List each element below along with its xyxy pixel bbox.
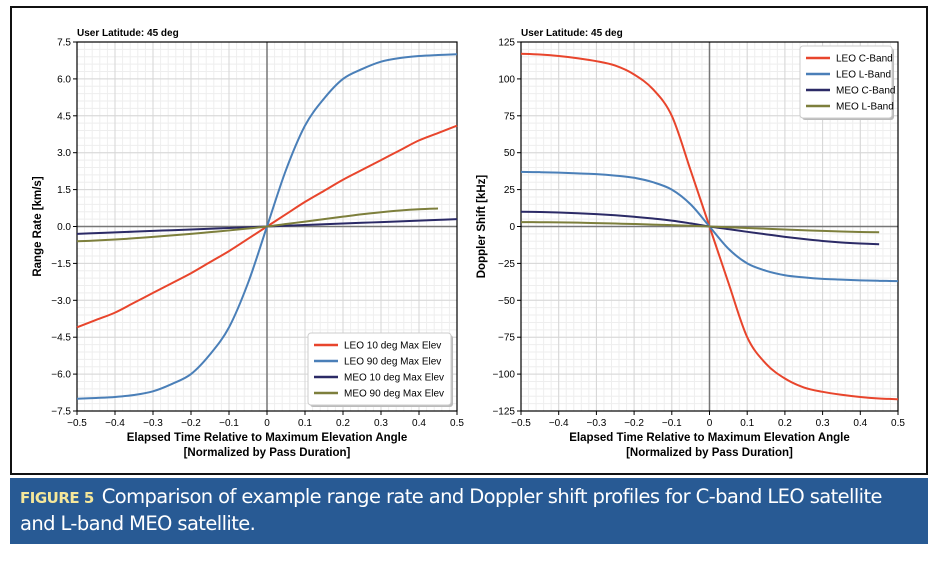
y-tick-label: 0 (509, 222, 515, 233)
y-tick-label: 0.0 (57, 222, 71, 233)
y-tick-label: 3.0 (57, 148, 71, 159)
x-tick-label: −0.3 (143, 418, 163, 429)
legend: LEO 10 deg Max Elev LEO 90 deg Max Elev ME… (307, 332, 453, 407)
x-tick-label: −0.4 (549, 418, 569, 429)
y-tick-label: −7.5 (51, 407, 71, 418)
y-axis-label: Doppler Shift [kHz] (476, 175, 488, 279)
y-tick-label: 6.0 (57, 74, 71, 85)
chart-2: −0.5 −0.4 −0.3 −0.2 −0.1 0 0.1 0.2 0.3 0.4 0.5 125 1… (476, 28, 905, 459)
x-tick-label: 0.2 (778, 418, 792, 429)
legend-label: MEO L-Band (836, 102, 894, 113)
chart-title: User Latitude: 45 deg (77, 28, 179, 39)
y-tick-label: 25 (504, 185, 516, 196)
y-tick-label: −4.5 (51, 333, 71, 344)
y-tick-label: 7.5 (57, 38, 71, 49)
x-tick-label: 0.3 (374, 418, 388, 429)
x-tick-label: −0.1 (662, 418, 682, 429)
y-tick-label: −50 (498, 296, 515, 307)
x-tick-label: −0.5 (67, 418, 87, 429)
y-tick-label: −100 (492, 370, 515, 381)
x-tick-label: −0.2 (181, 418, 201, 429)
legend-label: MEO 90 deg Max Elev (344, 389, 444, 400)
x-tick-label: −0.1 (219, 418, 239, 429)
y-tick-label: −75 (498, 333, 515, 344)
x-axis-label-2: [Normalized by Pass Duration] (626, 447, 793, 459)
x-tick-label: 0.3 (816, 418, 830, 429)
x-axis-label: Elapsed Time Relative to Maximum Elevati… (569, 432, 850, 444)
x-tick-label: −0.3 (587, 418, 607, 429)
x-tick-label: 0.5 (450, 418, 464, 429)
y-tick-label: −1.5 (51, 259, 71, 270)
legend-label: LEO L-Band (836, 70, 891, 81)
x-tick-label: 0.1 (740, 418, 754, 429)
series-line (520, 210, 880, 246)
series-line (520, 221, 880, 234)
legend-label: MEO C-Band (836, 86, 895, 97)
legend-label: LEO 90 deg Max Elev (344, 357, 441, 368)
caption-text: Comparison of example range rate and Dop… (20, 485, 883, 535)
legend: LEO C-Band LEO L-Band MEO C-Band MEO L-Band (799, 45, 895, 120)
x-tick-label: 0.4 (853, 418, 867, 429)
x-tick-label: 0.4 (412, 418, 426, 429)
chart-1: −0.5 −0.4 −0.3 −0.2 −0.1 0 0.1 0.2 0.3 0.4 0.5 7.5 6… (32, 28, 464, 459)
x-tick-label: −0.2 (624, 418, 644, 429)
x-tick-label: 0 (264, 418, 270, 429)
y-axis-label: Range Rate [km/s] (32, 176, 44, 277)
x-tick-label: −0.4 (105, 418, 125, 429)
legend-label: MEO 10 deg Max Elev (344, 373, 444, 384)
y-tick-label: −6.0 (51, 370, 71, 381)
series-line (76, 207, 439, 243)
legend-label: LEO C-Band (836, 54, 893, 65)
x-axis-label: Elapsed Time Relative to Maximum Elevati… (127, 432, 408, 444)
y-tick-label: 1.5 (57, 185, 71, 196)
x-tick-label: 0 (707, 418, 713, 429)
y-tick-label: 4.5 (57, 111, 71, 122)
caption-label: FIGURE 5 (20, 489, 94, 507)
figure-frame (10, 6, 928, 475)
plot-area (76, 41, 458, 412)
plot-area (520, 41, 899, 412)
figure-caption: FIGURE 5 Comparison of example range rate… (10, 478, 928, 544)
chart-title: User Latitude: 45 deg (521, 28, 623, 39)
x-tick-label: 0.5 (891, 418, 905, 429)
x-tick-label: 0.1 (298, 418, 312, 429)
y-tick-label: −25 (498, 259, 515, 270)
charts: −0.5 −0.4 −0.3 −0.2 −0.1 0 0.1 0.2 0.3 0.4 0.5 7.5 6… (32, 28, 905, 459)
x-tick-label: −0.5 (511, 418, 531, 429)
legend-label: LEO 10 deg Max Elev (344, 341, 441, 352)
y-tick-label: 75 (504, 111, 516, 122)
y-tick-label: −3.0 (51, 296, 71, 307)
x-tick-label: 0.2 (336, 418, 350, 429)
y-tick-label: 100 (498, 74, 515, 85)
legend-box (307, 332, 452, 406)
legend-box (799, 45, 893, 119)
y-tick-label: 50 (504, 148, 516, 159)
y-tick-label: −125 (492, 407, 515, 418)
x-axis-label-2: [Normalized by Pass Duration] (184, 447, 351, 459)
y-tick-label: 125 (498, 38, 515, 49)
